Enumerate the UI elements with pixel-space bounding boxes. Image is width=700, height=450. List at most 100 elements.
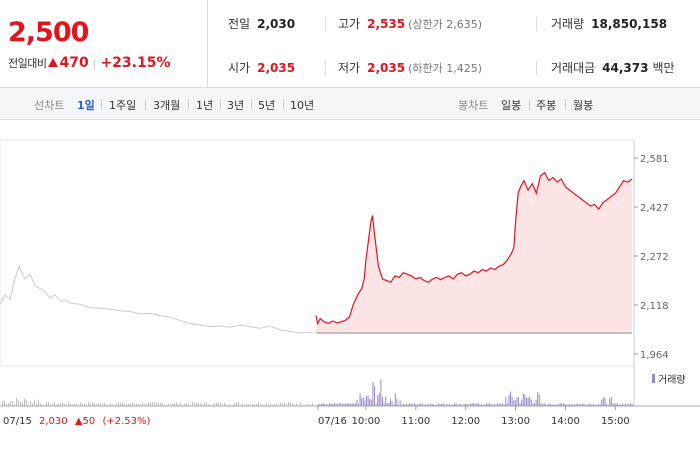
volume-bar [474,404,476,406]
volume-bar [407,404,409,406]
prev-volume-bar [64,404,65,406]
x-tick-label: 07/16 [318,416,347,427]
prev-volume-bar [136,403,137,406]
tab-divider [220,99,221,110]
volume-bar [558,404,559,406]
tab-10y[interactable]: 10년 [290,99,315,112]
price-chart-svg: 2,581 2,427 2,272 2,118 1,964 07/16 10:00 11:0… [0,139,700,427]
volume-bar [481,404,483,406]
prev-volume-bar [122,402,123,406]
volume-bar [332,404,334,406]
volume-bar [334,403,335,406]
prev-volume-bar [36,403,37,406]
volume-bar [412,404,414,406]
prev-volume-bar [170,404,171,406]
tab-1y[interactable]: 1년 [196,99,214,112]
prev-volume-bar [24,398,25,406]
volume-bar [623,404,625,406]
today-area-fill [316,172,632,334]
y-tick-label: 2,272 [640,252,669,263]
prev-volume-bar [104,403,105,406]
stat-value: 2,535 [367,17,406,31]
volume-bar [575,403,577,406]
prev-volume-bar [38,400,39,406]
volume-bar [438,403,439,406]
tab-weekly[interactable]: 주봉 [536,99,557,112]
quote-header: 2,500 전일대비 470 | +23.15% 전일 2,030 고가 2,535 (상한… [0,0,700,88]
volume-bar [492,404,494,406]
stat-low: 저가 2,035 (하한가 1,425) [338,60,482,76]
volume-bar [399,400,401,406]
prev-volume-bar [148,402,149,406]
tab-3m[interactable]: 3개월 [153,99,181,112]
volume-bar [591,404,593,406]
prev-volume-bar [18,400,19,406]
prev-volume-bar [80,402,81,406]
volume-bar [610,397,612,406]
volume-bar [428,404,430,406]
tab-1d[interactable]: 1일 [77,99,95,112]
prev-volume-bar [12,400,13,406]
prev-volume-bar [282,403,283,406]
volume-bar [479,404,481,406]
prev-volume-bar [144,404,145,406]
prev-volume-bar [30,401,31,406]
x-tick-label: 11:00 [401,416,430,427]
volume-bar [522,393,524,406]
change-percent: +23.15% [100,55,171,71]
volume-bar [396,398,398,406]
volume-bar [578,404,580,406]
prev-volume-bar [312,403,313,406]
volume-bar [502,403,503,406]
prev-volume-bar [40,403,41,406]
prev-volume-bar [50,404,51,406]
volume-bar [406,403,407,406]
volume-bar [620,404,622,406]
volume-bar [382,397,383,406]
prev-volume-bar [260,404,261,406]
volume-bar [354,403,356,406]
volume-bar [447,404,449,406]
volume-bar [511,396,513,406]
volume-bar [321,403,323,406]
volume-bar [350,403,351,406]
volume-bar [618,404,620,406]
stat-label: 거래량 [551,17,585,31]
tab-monthly[interactable]: 월봉 [573,99,594,112]
prev-volume-bar [292,403,293,406]
volume-bar [604,398,606,406]
prev-volume-bar [204,402,205,406]
prev-volume-bar [202,404,203,406]
volume-bar [401,404,403,406]
volume-bar [454,403,455,406]
volume-bar [362,397,364,406]
prev-volume-bar [86,404,87,406]
tab-1w[interactable]: 1주일 [109,99,137,112]
prev-volume-bar [184,403,185,406]
volume-legend-swatch [652,374,655,383]
volume-bar [487,403,489,406]
stat-divider [325,17,326,31]
volume-bar [380,379,382,406]
prev-volume-bar [222,404,223,406]
volume-bar [566,404,567,406]
prev-volume-bar [262,404,263,406]
tab-daily[interactable]: 일봉 [501,99,522,112]
prev-volume-bar [108,404,109,406]
volume-bar [585,404,587,406]
tab-5y[interactable]: 5년 [258,99,276,112]
volume-bar [526,397,527,406]
y-tick-label: 2,581 [640,154,669,165]
volume-bar [606,403,607,406]
prev-volume-bar [264,404,265,406]
tab-3y[interactable]: 3년 [227,99,245,112]
volume-bar [498,403,500,406]
prev-volume-bar [196,402,197,406]
prev-volume-bar [68,402,69,406]
prev-volume-bar [118,402,119,406]
volume-bar [532,403,534,406]
prev-volume-bar [302,404,303,406]
volume-bar [423,404,425,406]
prev-volume-bar [54,402,55,406]
volume-bar [345,403,347,406]
